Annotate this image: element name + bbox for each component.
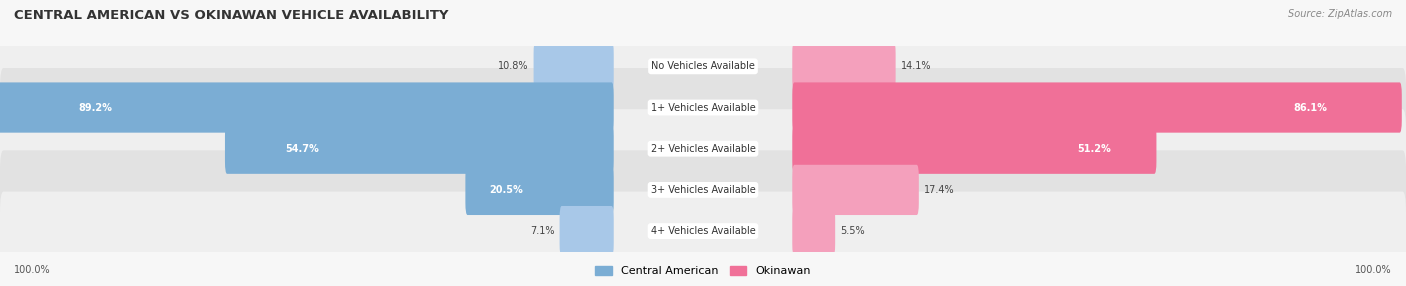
Text: Source: ZipAtlas.com: Source: ZipAtlas.com [1288,9,1392,19]
Text: No Vehicles Available: No Vehicles Available [651,61,755,71]
FancyBboxPatch shape [793,206,835,256]
Text: 14.1%: 14.1% [901,61,931,71]
Text: 51.2%: 51.2% [1077,144,1111,154]
FancyBboxPatch shape [793,41,896,92]
Text: 10.8%: 10.8% [498,61,529,71]
Text: 20.5%: 20.5% [489,185,523,195]
FancyBboxPatch shape [793,165,920,215]
Text: 54.7%: 54.7% [285,144,319,154]
Text: 17.4%: 17.4% [924,185,955,195]
FancyBboxPatch shape [534,41,614,92]
Text: 1+ Vehicles Available: 1+ Vehicles Available [651,103,755,112]
Text: 7.1%: 7.1% [530,226,554,236]
Text: 2+ Vehicles Available: 2+ Vehicles Available [651,144,755,154]
FancyBboxPatch shape [0,82,613,133]
FancyBboxPatch shape [560,206,613,256]
FancyBboxPatch shape [793,82,1402,133]
Legend: Central American, Okinawan: Central American, Okinawan [591,261,815,281]
Text: 100.0%: 100.0% [14,265,51,275]
FancyBboxPatch shape [225,124,614,174]
FancyBboxPatch shape [0,192,1406,271]
FancyBboxPatch shape [0,150,1406,229]
Text: CENTRAL AMERICAN VS OKINAWAN VEHICLE AVAILABILITY: CENTRAL AMERICAN VS OKINAWAN VEHICLE AVA… [14,9,449,21]
FancyBboxPatch shape [0,27,1406,106]
FancyBboxPatch shape [465,165,614,215]
Text: 89.2%: 89.2% [79,103,112,112]
Text: 86.1%: 86.1% [1294,103,1327,112]
Text: 5.5%: 5.5% [841,226,865,236]
FancyBboxPatch shape [0,109,1406,188]
FancyBboxPatch shape [0,68,1406,147]
Text: 100.0%: 100.0% [1355,265,1392,275]
Text: 3+ Vehicles Available: 3+ Vehicles Available [651,185,755,195]
FancyBboxPatch shape [793,124,1156,174]
Text: 4+ Vehicles Available: 4+ Vehicles Available [651,226,755,236]
